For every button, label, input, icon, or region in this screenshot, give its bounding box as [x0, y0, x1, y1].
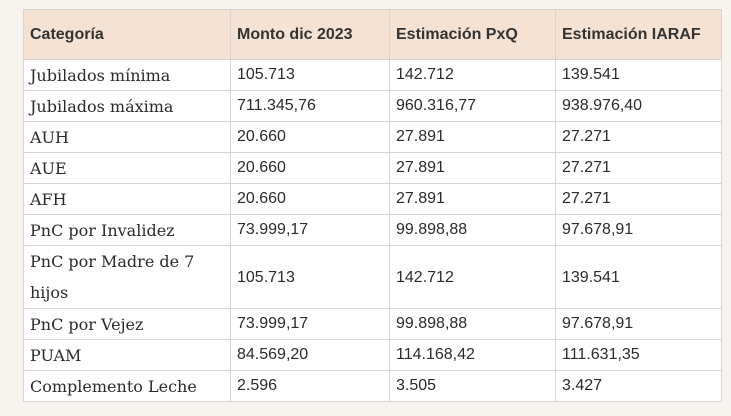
cell-monto: 73.999,17: [230, 308, 390, 340]
table-row: AUE 20.660 27.891 27.271: [23, 152, 722, 184]
cell-pxq: 27.891: [389, 152, 556, 184]
cell-categoria: Jubilados mínima: [23, 59, 231, 91]
cell-iaraf: 97.678,91: [555, 214, 722, 246]
cell-categoria: AUH: [23, 121, 231, 153]
cell-iaraf: 27.271: [555, 152, 722, 184]
cell-iaraf: 139.541: [555, 59, 722, 91]
cell-pxq: 27.891: [389, 121, 556, 153]
cell-monto: 20.660: [230, 121, 390, 153]
cell-iaraf: 111.631,35: [555, 339, 722, 371]
cell-categoria: PnC por Vejez: [23, 308, 231, 340]
header-monto-dic-2023: Monto dic 2023: [230, 9, 390, 60]
cell-iaraf: 97.678,91: [555, 308, 722, 340]
cell-categoria: Jubilados máxima: [23, 90, 231, 122]
cell-pxq: 99.898,88: [389, 214, 556, 246]
cell-categoria: PnC por Invalidez: [23, 214, 231, 246]
cell-monto: 711.345,76: [230, 90, 390, 122]
table-row: PnC por Invalidez 73.999,17 99.898,88 97…: [23, 214, 722, 246]
cell-monto: 105.713: [230, 245, 390, 309]
cell-pxq: 142.712: [389, 245, 556, 309]
cell-iaraf: 139.541: [555, 245, 722, 309]
cell-monto: 2.596: [230, 370, 390, 402]
cell-pxq: 142.712: [389, 59, 556, 91]
cell-categoria: AUE: [23, 152, 231, 184]
header-estimacion-iaraf: Estimación IARAF: [555, 9, 722, 60]
cell-categoria: PUAM: [23, 339, 231, 371]
cell-iaraf: 938.976,40: [555, 90, 722, 122]
cell-pxq: 960.316,77: [389, 90, 556, 122]
cell-pxq: 3.505: [389, 370, 556, 402]
cell-categoria: AFH: [23, 183, 231, 215]
table-header-row: Categoría Monto dic 2023 Estimación PxQ …: [23, 9, 722, 60]
header-estimacion-pxq: Estimación PxQ: [389, 9, 556, 60]
cell-monto: 73.999,17: [230, 214, 390, 246]
header-categoria: Categoría: [23, 9, 231, 60]
cell-iaraf: 27.271: [555, 121, 722, 153]
table-row: PUAM 84.569,20 114.168,42 111.631,35: [23, 339, 722, 371]
table-row: AFH 20.660 27.891 27.271: [23, 183, 722, 215]
cell-categoria: Complemento Leche: [23, 370, 231, 402]
cell-pxq: 114.168,42: [389, 339, 556, 371]
table-row: Jubilados máxima 711.345,76 960.316,77 9…: [23, 90, 722, 122]
cell-monto: 20.660: [230, 183, 390, 215]
cell-iaraf: 27.271: [555, 183, 722, 215]
table-row: AUH 20.660 27.891 27.271: [23, 121, 722, 153]
table-row: Complemento Leche 2.596 3.505 3.427: [23, 370, 722, 402]
table-row: PnC por Madre de 7 hijos 105.713 142.712…: [23, 245, 722, 309]
cell-iaraf: 3.427: [555, 370, 722, 402]
cell-pxq: 99.898,88: [389, 308, 556, 340]
benefits-table: Categoría Monto dic 2023 Estimación PxQ …: [23, 9, 722, 402]
table-row: Jubilados mínima 105.713 142.712 139.541: [23, 59, 722, 91]
cell-monto: 20.660: [230, 152, 390, 184]
cell-categoria: PnC por Madre de 7 hijos: [23, 245, 231, 309]
cell-monto: 84.569,20: [230, 339, 390, 371]
table-row: PnC por Vejez 73.999,17 99.898,88 97.678…: [23, 308, 722, 340]
data-table-container: Categoría Monto dic 2023 Estimación PxQ …: [23, 9, 722, 402]
cell-pxq: 27.891: [389, 183, 556, 215]
cell-monto: 105.713: [230, 59, 390, 91]
